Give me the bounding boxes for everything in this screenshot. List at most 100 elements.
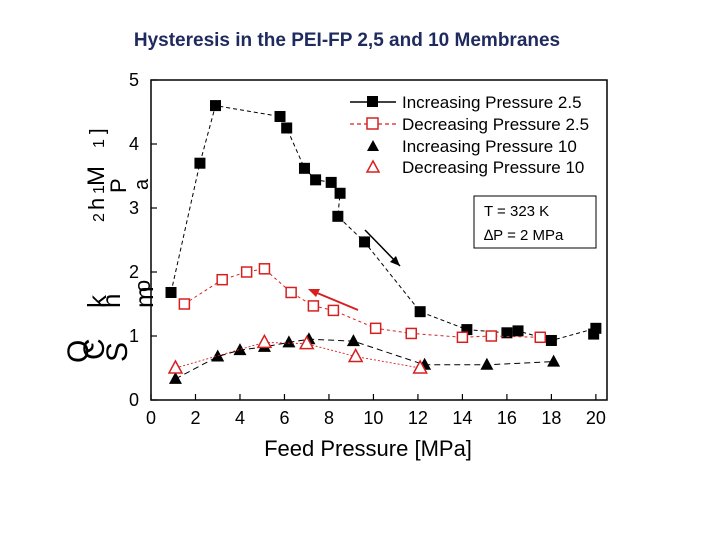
conditions-frame xyxy=(473,195,597,249)
data-point xyxy=(274,110,286,122)
ylabel-fragment: h xyxy=(84,198,109,210)
data-point xyxy=(588,328,600,340)
data-point xyxy=(547,354,561,367)
ylabel-fragment: k xyxy=(82,294,112,308)
x-tick-label: 16 xyxy=(497,408,517,428)
ylabel-fragment: 2 xyxy=(91,213,108,222)
x-tick-label: 10 xyxy=(363,408,383,428)
series-1 xyxy=(165,100,602,346)
x-tick-label: 20 xyxy=(586,408,606,428)
data-point xyxy=(346,334,360,347)
legend-label: Decreasing Pressure 10 xyxy=(402,158,584,177)
series-line xyxy=(170,105,597,342)
data-point xyxy=(285,286,297,299)
series-line xyxy=(175,341,421,369)
legend-label: Increasing Pressure 2.5 xyxy=(402,93,582,112)
page-title: Hysteresis in the PEI-FP 2,5 and 10 Memb… xyxy=(133,30,561,51)
data-point xyxy=(258,263,271,275)
open-triangle-icon xyxy=(365,159,381,173)
ylabel-fragment: m xyxy=(129,286,159,308)
data-point xyxy=(414,306,426,318)
series-line xyxy=(175,338,554,380)
ylabel-fragment: M xyxy=(83,166,110,186)
legend-item: Decreasing Pressure 2.5 xyxy=(350,115,589,134)
legend-item: Decreasing Pressure 10 xyxy=(365,158,584,177)
ylabel-fragment: h xyxy=(96,294,126,308)
series-4 xyxy=(167,333,428,374)
data-point xyxy=(256,333,273,349)
data-point xyxy=(545,334,557,346)
legend-box xyxy=(338,82,606,184)
data-point xyxy=(405,327,418,340)
data-point xyxy=(590,322,602,334)
series-2 xyxy=(178,263,547,344)
y-tick-label: 0 xyxy=(129,390,139,410)
ylabel-fragment: 1 xyxy=(91,139,108,148)
data-point xyxy=(334,187,346,199)
ylabel-fragment: ] xyxy=(87,128,109,134)
data-point xyxy=(359,236,371,248)
data-point xyxy=(178,298,191,310)
plot-area xyxy=(150,79,608,401)
data-point xyxy=(534,331,547,344)
pressure-drop-note: ∆P = 2 MPa xyxy=(484,227,564,244)
data-point xyxy=(327,304,340,317)
x-tick-label: 18 xyxy=(541,408,561,428)
series-layer xyxy=(165,100,602,384)
data-point xyxy=(310,174,322,186)
y-tick-label: 1 xyxy=(129,326,139,346)
ylabel-fragment: 1 xyxy=(91,185,108,194)
data-point xyxy=(233,343,247,356)
x-tick-label: 8 xyxy=(324,408,334,428)
temperature-note: T = 323 K xyxy=(484,203,549,220)
data-point xyxy=(240,266,253,278)
data-point xyxy=(412,359,428,374)
data-point xyxy=(480,357,494,370)
y-tick-label: 2 xyxy=(129,262,139,282)
data-point xyxy=(461,324,473,336)
data-point xyxy=(485,330,498,342)
open-square-icon xyxy=(366,117,379,130)
data-point xyxy=(347,347,364,363)
series-3 xyxy=(168,332,561,384)
legend-label: Decreasing Pressure 2.5 xyxy=(402,115,589,134)
y-tick-label: 3 xyxy=(129,198,139,218)
legend-item: Increasing Pressure 10 xyxy=(367,137,577,156)
data-point xyxy=(216,273,228,286)
data-point xyxy=(165,286,177,298)
data-point xyxy=(194,157,206,169)
series-line xyxy=(184,268,541,338)
x-tick-label: 4 xyxy=(235,408,245,428)
y-tick-label: 5 xyxy=(129,70,139,90)
ylabel-fragment: P xyxy=(106,178,131,193)
x-tick-label: 14 xyxy=(452,408,472,428)
data-point xyxy=(512,325,524,337)
data-point xyxy=(282,335,296,348)
arrow-head-icon xyxy=(390,256,400,266)
x-axis-title: Feed Pressure [MPa] xyxy=(264,436,472,461)
y-tick-label: 4 xyxy=(129,134,139,154)
x-tick-label: 12 xyxy=(408,408,428,428)
data-point xyxy=(325,176,337,188)
legend-label: Increasing Pressure 10 xyxy=(402,137,577,156)
x-tick-label: 2 xyxy=(190,408,200,428)
data-point xyxy=(210,100,222,112)
filled-triangle-icon xyxy=(367,140,379,151)
data-point xyxy=(369,322,382,335)
ylabel-fragment: o xyxy=(130,280,155,292)
y-axis-label: Q C S k h m o 2 h 1 M P a 1 ] xyxy=(62,128,159,363)
x-tick-label: 0 xyxy=(146,408,156,428)
filled-square-icon xyxy=(367,96,378,107)
data-point xyxy=(501,327,513,339)
data-point xyxy=(281,122,293,134)
data-point xyxy=(298,162,310,174)
x-tick-label: 6 xyxy=(279,408,289,428)
legend-item: Increasing Pressure 2.5 xyxy=(350,93,582,112)
conditions-box: T = 323 K ∆P = 2 MPa xyxy=(473,195,597,249)
plot-frame xyxy=(150,79,608,401)
data-point xyxy=(168,371,182,384)
trend-arrows xyxy=(308,229,401,311)
data-point xyxy=(307,300,320,312)
